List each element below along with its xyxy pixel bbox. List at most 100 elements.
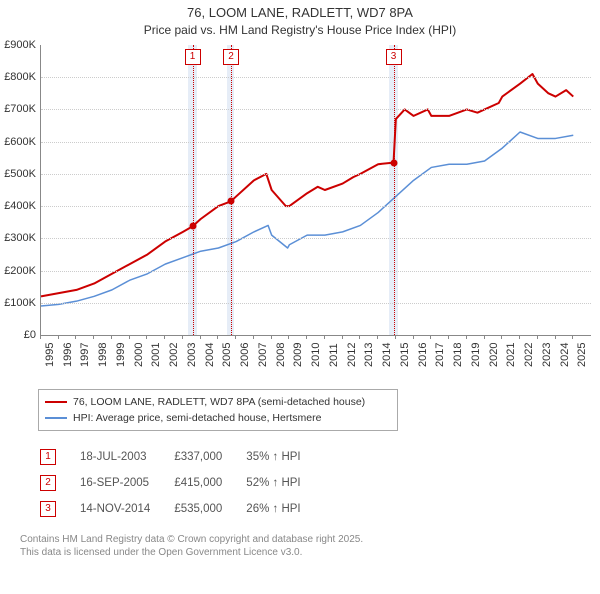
event-number-box: 1: [40, 449, 56, 465]
x-tick-label: 1999: [115, 343, 127, 367]
x-tick: [164, 335, 165, 339]
event-line: [394, 45, 395, 335]
y-tick-label: £500K: [4, 168, 36, 180]
x-tick: [537, 335, 538, 339]
y-tick-label: £100K: [4, 297, 36, 309]
y-tick-label: £800K: [4, 71, 36, 83]
x-tick-label: 2020: [488, 343, 500, 367]
x-tick-label: 2000: [133, 343, 145, 367]
x-tick-label: 2021: [505, 343, 517, 367]
legend-label: HPI: Average price, semi-detached house,…: [73, 412, 321, 424]
x-tick: [217, 335, 218, 339]
x-tick: [448, 335, 449, 339]
x-tick-label: 2014: [381, 343, 393, 367]
x-tick-label: 1995: [44, 343, 56, 367]
gridline: [41, 174, 591, 175]
x-tick-label: 2010: [310, 343, 322, 367]
x-tick: [306, 335, 307, 339]
footer: Contains HM Land Registry data © Crown c…: [20, 533, 600, 559]
x-tick-label: 2016: [417, 343, 429, 367]
event-dot: [390, 159, 397, 166]
series-line-price_paid: [41, 74, 573, 296]
x-tick: [200, 335, 201, 339]
y-axis: £0£100K£200K£300K£400K£500K£600K£700K£80…: [0, 45, 40, 335]
x-axis: 1995199619971998199920002001200220032004…: [40, 335, 590, 381]
gridline: [41, 142, 591, 143]
x-tick: [484, 335, 485, 339]
x-tick: [572, 335, 573, 339]
gridline: [41, 303, 591, 304]
event-delta: 26% ↑ HPI: [246, 497, 322, 521]
x-tick: [129, 335, 130, 339]
event-date: 14-NOV-2014: [80, 497, 172, 521]
x-tick-label: 2023: [541, 343, 553, 367]
legend-row: HPI: Average price, semi-detached house,…: [45, 410, 391, 426]
gridline: [41, 271, 591, 272]
event-marker-box: 2: [223, 49, 239, 65]
x-tick: [519, 335, 520, 339]
plot-region: 1 2 3: [40, 45, 591, 336]
x-tick: [40, 335, 41, 339]
y-tick-label: £400K: [4, 200, 36, 212]
footer-line-2: This data is licensed under the Open Gov…: [20, 546, 600, 559]
x-tick: [288, 335, 289, 339]
x-tick-label: 2007: [257, 343, 269, 367]
x-tick-label: 2022: [523, 343, 535, 367]
event-marker-box: 1: [185, 49, 201, 65]
x-tick: [430, 335, 431, 339]
y-tick-label: £200K: [4, 265, 36, 277]
x-tick-label: 1997: [79, 343, 91, 367]
x-tick-label: 1996: [62, 343, 74, 367]
y-tick-label: £300K: [4, 232, 36, 244]
x-tick: [359, 335, 360, 339]
event-number-box: 3: [40, 501, 56, 517]
event-date: 16-SEP-2005: [80, 471, 172, 495]
event-dot: [228, 198, 235, 205]
table-row: 118-JUL-2003£337,00035% ↑ HPI: [40, 445, 323, 469]
x-tick: [342, 335, 343, 339]
x-tick-label: 2013: [363, 343, 375, 367]
y-tick-label: £900K: [4, 39, 36, 51]
x-tick: [555, 335, 556, 339]
x-tick: [75, 335, 76, 339]
x-tick-label: 2003: [186, 343, 198, 367]
legend-label: 76, LOOM LANE, RADLETT, WD7 8PA (semi-de…: [73, 396, 365, 408]
table-row: 3 14-NOV-2014£535,00026% ↑ HPI: [40, 497, 323, 521]
x-tick-label: 2018: [452, 343, 464, 367]
x-tick-label: 2001: [150, 343, 162, 367]
table-row: 216-SEP-2005£415,00052% ↑ HPI: [40, 471, 323, 495]
x-tick: [146, 335, 147, 339]
event-delta: 52% ↑ HPI: [246, 471, 322, 495]
event-price: £337,000: [174, 445, 244, 469]
event-dot: [189, 223, 196, 230]
x-tick-label: 2024: [559, 343, 571, 367]
y-tick-label: £600K: [4, 136, 36, 148]
title-line-1: 76, LOOM LANE, RADLETT, WD7 8PA: [0, 4, 600, 22]
x-tick-label: 2008: [275, 343, 287, 367]
event-price: £535,000: [174, 497, 244, 521]
footer-line-1: Contains HM Land Registry data © Crown c…: [20, 533, 600, 546]
line-chart-svg: [41, 45, 591, 335]
y-tick-label: £700K: [4, 103, 36, 115]
series-line-hpi: [41, 132, 573, 306]
x-tick: [111, 335, 112, 339]
gridline: [41, 206, 591, 207]
x-tick: [501, 335, 502, 339]
chart-area: £0£100K£200K£300K£400K£500K£600K£700K£80…: [0, 45, 600, 381]
x-tick: [466, 335, 467, 339]
gridline: [41, 238, 591, 239]
x-tick: [235, 335, 236, 339]
legend: 76, LOOM LANE, RADLETT, WD7 8PA (semi-de…: [38, 389, 398, 431]
x-tick: [253, 335, 254, 339]
x-tick: [271, 335, 272, 339]
x-tick: [377, 335, 378, 339]
x-tick: [413, 335, 414, 339]
legend-swatch: [45, 401, 67, 403]
x-tick: [324, 335, 325, 339]
event-marker-box: 3: [386, 49, 402, 65]
event-line: [193, 45, 194, 335]
event-date: 18-JUL-2003: [80, 445, 172, 469]
x-tick: [58, 335, 59, 339]
legend-swatch: [45, 417, 67, 419]
title-line-2: Price paid vs. HM Land Registry's House …: [0, 22, 600, 39]
